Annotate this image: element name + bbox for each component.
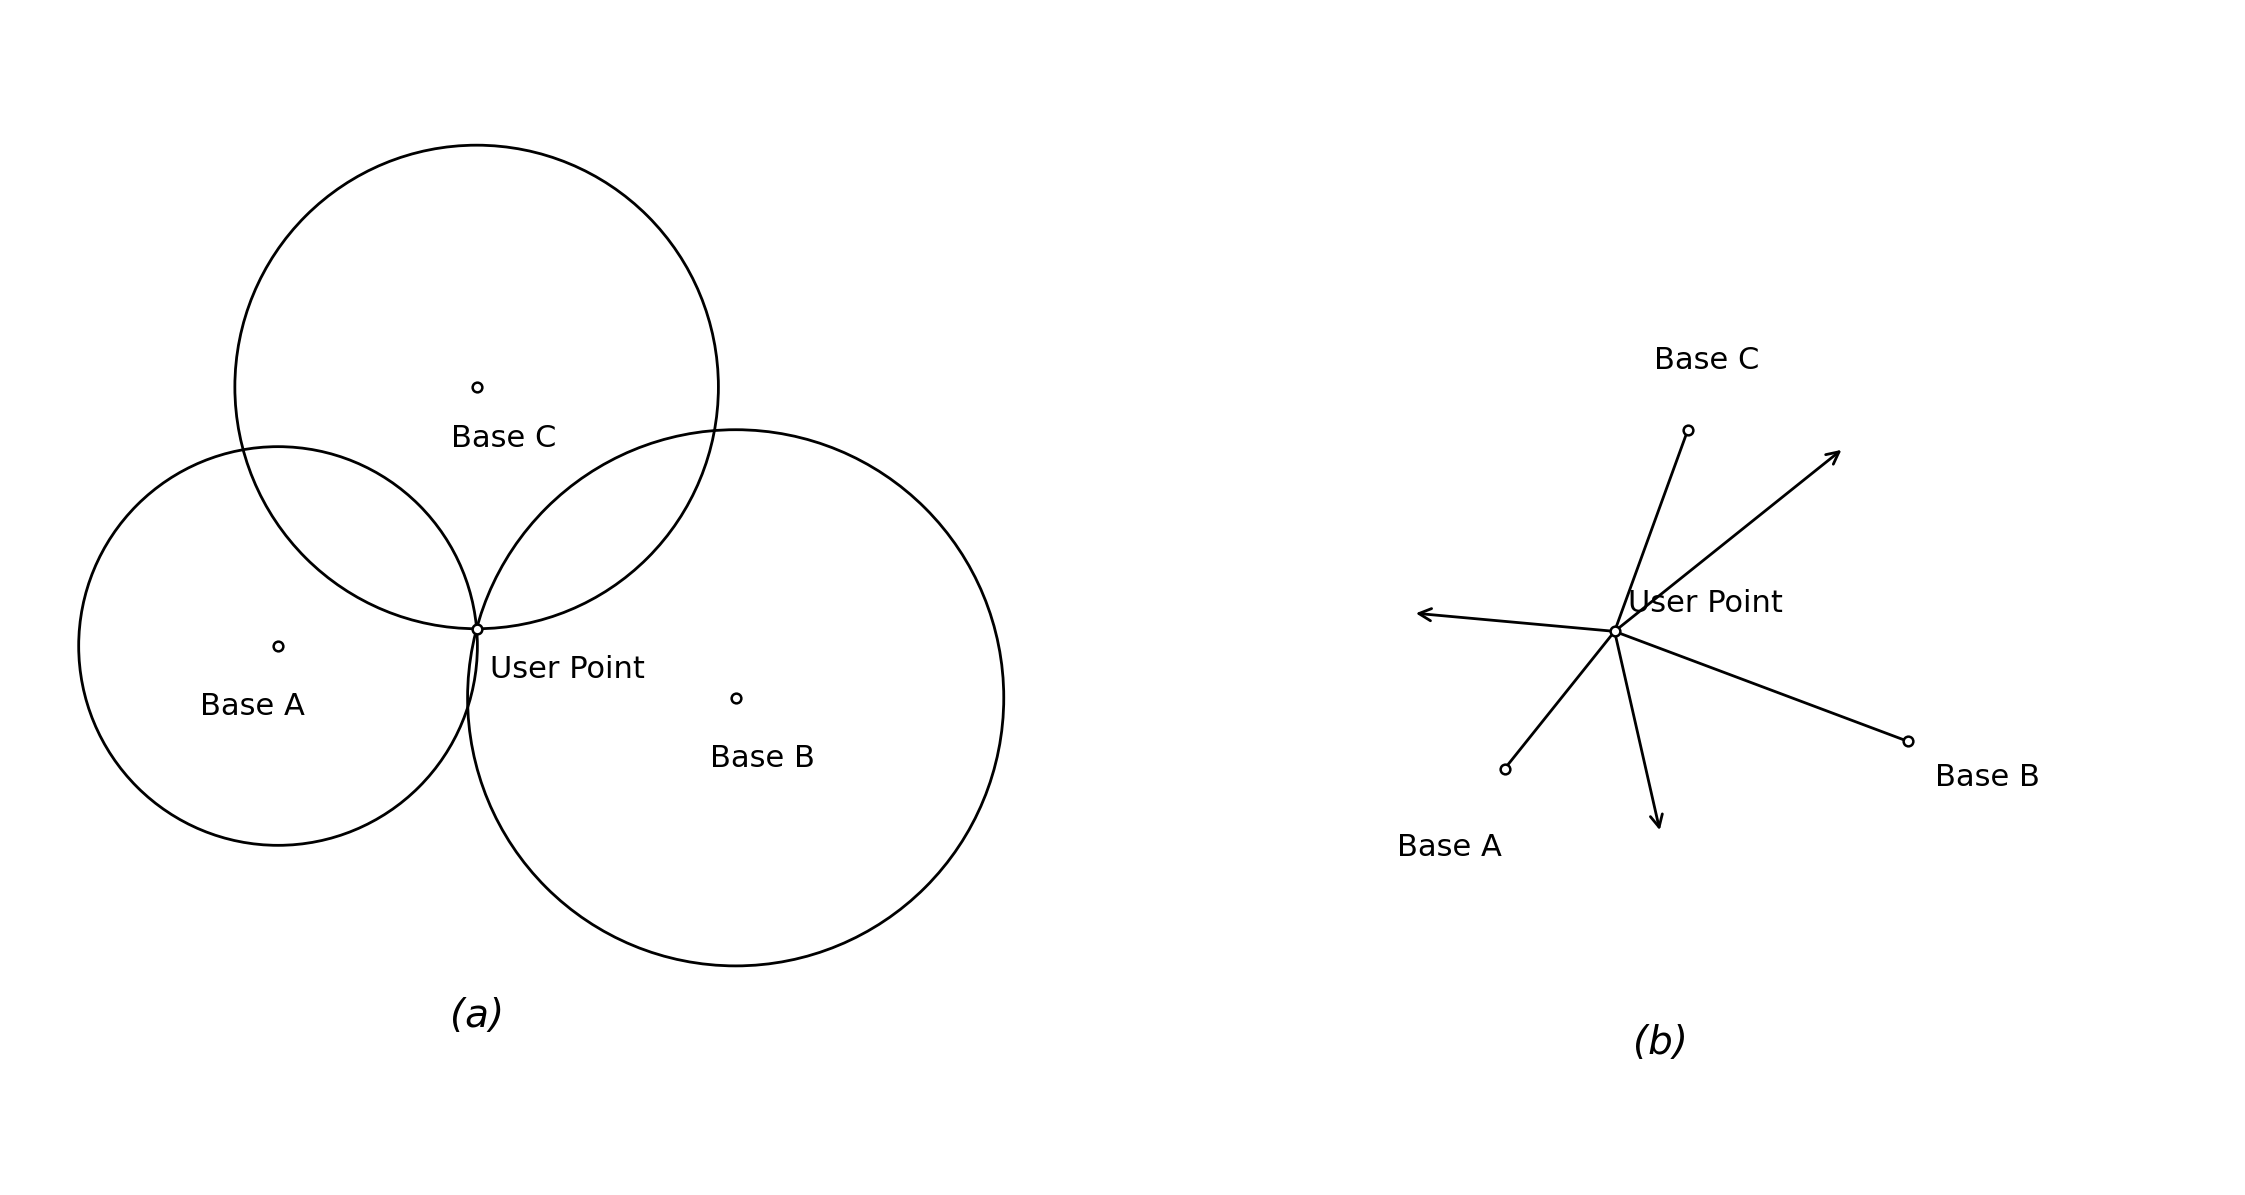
Text: Base C: Base C	[451, 424, 557, 453]
Text: Base A: Base A	[200, 692, 305, 721]
Text: Base A: Base A	[1396, 833, 1502, 862]
Text: Base B: Base B	[1935, 764, 2041, 792]
Text: (b): (b)	[1632, 1024, 1688, 1062]
Text: Base B: Base B	[709, 743, 815, 773]
Text: User Point: User Point	[489, 655, 644, 684]
Text: (a): (a)	[449, 997, 503, 1035]
Text: Base C: Base C	[1655, 345, 1758, 375]
Text: User Point: User Point	[1628, 589, 1783, 618]
